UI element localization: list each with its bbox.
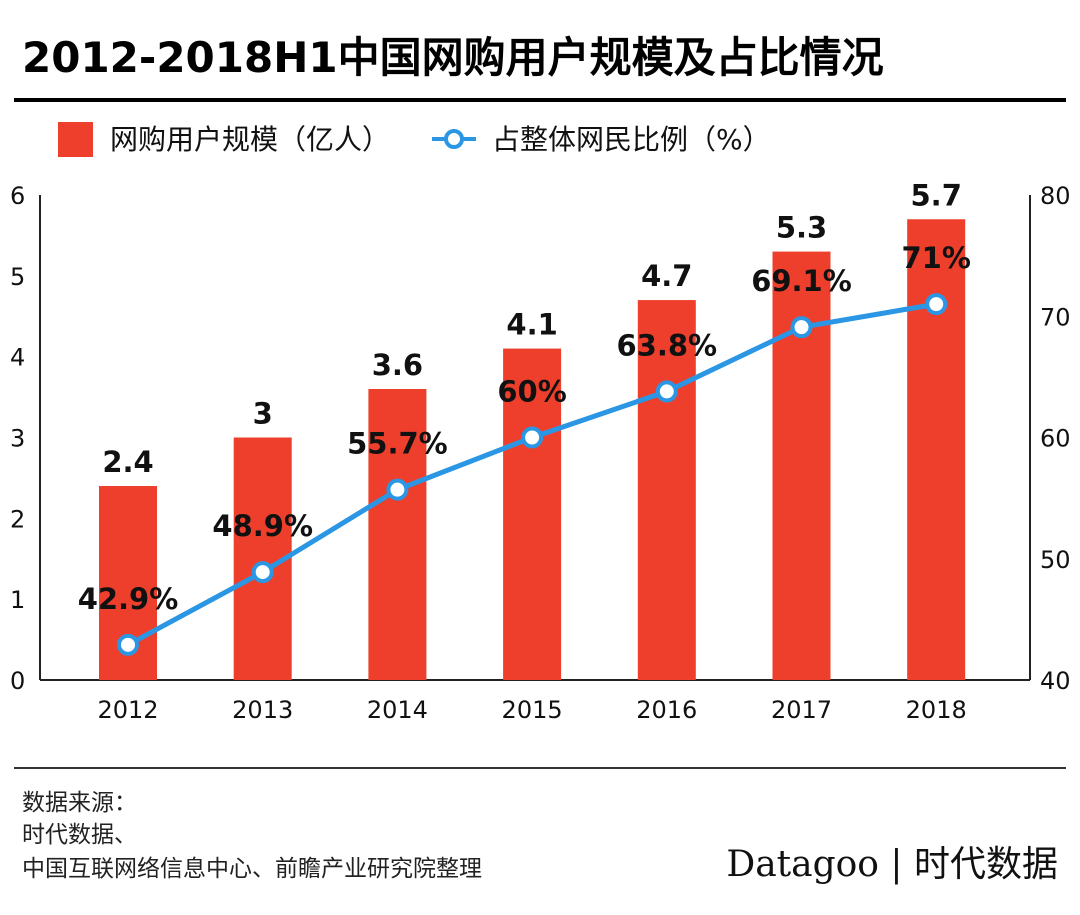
left-tick-label: 6 [10, 182, 25, 210]
line-data-label: 69.1% [751, 264, 852, 298]
bar [907, 219, 966, 680]
x-tick-label: 2015 [502, 696, 563, 724]
source-label: 数据来源： [22, 790, 137, 816]
line-point [925, 293, 948, 316]
line-data-label: 60% [497, 375, 566, 409]
bar-data-label: 4.7 [641, 259, 692, 293]
line-point [521, 426, 544, 449]
line-point [655, 380, 678, 403]
right-tick-label: 80 [1040, 182, 1071, 210]
line-point [790, 316, 813, 339]
line-point [117, 633, 139, 656]
source-line-1: 时代数据、 [22, 822, 137, 848]
bar-data-label: 5.7 [911, 178, 962, 212]
x-tick-label: 2012 [97, 696, 158, 724]
bar-data-label: 3.6 [372, 348, 423, 382]
line-point [386, 478, 409, 501]
left-tick-label: 0 [10, 667, 25, 695]
legend-bar-label: 网购用户规模（亿人） [110, 123, 390, 156]
line-data-label: 55.7% [347, 427, 448, 461]
left-tick-label: 1 [10, 586, 25, 614]
bar-data-label: 4.1 [506, 308, 557, 342]
bar-data-label: 3 [253, 397, 273, 431]
bar-data-label: 5.3 [776, 211, 827, 245]
bar [368, 389, 427, 680]
line-data-label: 71% [901, 241, 970, 275]
x-tick-label: 2018 [906, 696, 967, 724]
chart-title: 2012-2018H1中国网购用户规模及占比情况 [22, 33, 884, 82]
x-tick-label: 2017 [771, 696, 832, 724]
left-tick-label: 4 [10, 344, 25, 372]
source-line-2: 中国互联网络信息中心、前瞻产业研究院整理 [22, 856, 482, 882]
right-tick-label: 60 [1040, 425, 1071, 453]
x-tick-label: 2016 [636, 696, 697, 724]
left-tick-label: 5 [10, 263, 25, 291]
bar [503, 348, 562, 680]
right-tick-label: 40 [1040, 667, 1071, 695]
right-tick-label: 50 [1040, 546, 1071, 574]
x-tick-label: 2013 [232, 696, 293, 724]
left-tick-label: 2 [10, 505, 25, 533]
line-point [251, 561, 274, 584]
x-tick-label: 2014 [367, 696, 428, 724]
legend-line-marker [444, 129, 464, 149]
bar [637, 300, 696, 680]
bar [772, 251, 831, 681]
datagoo-logo: Datagoo | 时代数据 [726, 844, 1058, 885]
line-data-label: 42.9% [78, 582, 179, 616]
right-tick-label: 70 [1040, 303, 1071, 331]
bar-data-label: 2.4 [102, 445, 153, 479]
left-tick-label: 3 [10, 425, 25, 453]
legend-line-label: 占整体网民比例（%） [492, 123, 771, 156]
title-divider [14, 98, 1066, 102]
legend: 网购用户规模（亿人） 占整体网民比例（%） [58, 122, 771, 157]
line-data-label: 63.8% [616, 328, 717, 362]
legend-bar-swatch [58, 122, 93, 157]
line-data-label: 48.9% [212, 509, 313, 543]
